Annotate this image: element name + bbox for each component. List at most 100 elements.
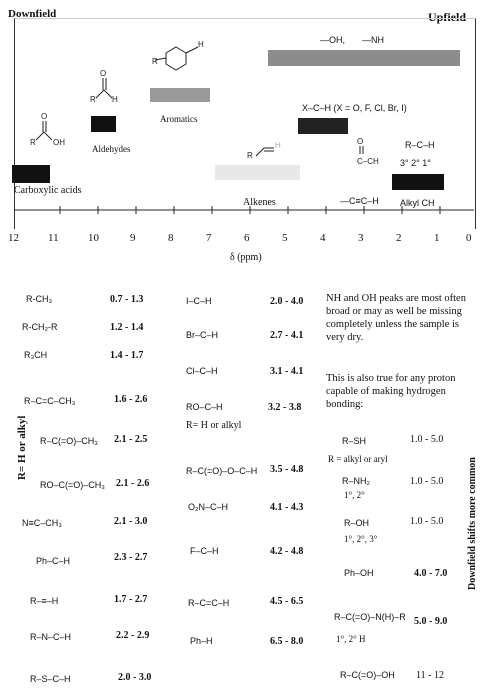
aromatics-label: Aromatics — [160, 114, 198, 124]
c1-range-5: 2.1 - 2.6 — [116, 478, 150, 489]
c1-range-0: 0.7 - 1.3 — [110, 294, 144, 305]
c1-group-0: R-CH₃ — [26, 294, 53, 304]
c2-range-2: 3.1 - 4.1 — [270, 366, 304, 377]
c2-group-2: Cl–C–H — [186, 366, 218, 376]
svg-text:R: R — [90, 95, 96, 104]
c1-range-4: 2.1 - 2.5 — [114, 434, 148, 445]
xch-label: X–C–H (X = O, F, Cl, Br, I) — [302, 103, 407, 113]
c2-range-3: 3.2 - 3.8 — [268, 402, 302, 413]
alkyl-bar — [392, 174, 444, 190]
c1-group-6: N≡C–CH₃ — [22, 518, 62, 528]
c2-note: R= H or alkyl — [186, 420, 242, 431]
tick-4: 4 — [320, 232, 326, 244]
c1-range-9: 2.2 - 2.9 — [116, 630, 150, 641]
svg-text:O: O — [41, 112, 47, 121]
c1-group-4: R–C(=O)–CH₃ — [40, 436, 98, 446]
c3-range-4: 5.0 - 9.0 — [414, 616, 448, 627]
c1-group-10: R–S–C–H — [30, 674, 71, 684]
c3-group-3: Ph–OH — [344, 568, 374, 578]
tick-3: 3 — [358, 232, 364, 244]
tick-11: 11 — [48, 232, 59, 244]
c1-group-3: R–C=C–CH₃ — [24, 396, 76, 406]
c2-group-6: F–C–H — [190, 546, 219, 556]
c3-range-5: 11 - 12 — [416, 670, 444, 681]
aldehydes-bar — [91, 116, 116, 132]
c3-group-4: R–C(=O)–N(H)–R — [334, 612, 406, 622]
upfield-title: Upfield — [427, 10, 466, 24]
xch-bar — [298, 118, 348, 134]
svg-text:R: R — [247, 151, 253, 160]
c2-range-4: 3.5 - 4.8 — [270, 464, 304, 475]
c3-group-5: R–C(=O)–OH — [340, 670, 395, 680]
c1-range-6: 2.1 - 3.0 — [114, 516, 148, 527]
tick-2: 2 — [396, 232, 402, 244]
note-hbond: This is also true for any proton capable… — [326, 373, 456, 410]
c1-range-7: 2.3 - 2.7 — [114, 552, 148, 563]
c2-range-5: 4.1 - 4.3 — [270, 502, 304, 513]
svg-text:O: O — [357, 137, 363, 146]
svg-text:R: R — [30, 138, 36, 147]
carboxylic-bar — [12, 165, 50, 183]
c2-range-6: 4.2 - 4.8 — [270, 546, 304, 557]
chart-frame — [14, 18, 476, 229]
c1-group-9: R–N–C–H — [30, 632, 72, 642]
downfield-title: Downfield — [8, 8, 57, 20]
c1-group-8: R–≡–H — [30, 596, 59, 606]
tick-7: 7 — [206, 232, 212, 244]
c2-group-1: Br–C–H — [186, 330, 219, 340]
tick-8: 8 — [168, 232, 174, 244]
c1-range-10: 2.0 - 3.0 — [118, 672, 152, 683]
chart-structures: R H R H O R OH O R H O C–CH — [14, 40, 474, 214]
c2-group-3: RO–C–H — [186, 402, 223, 412]
c2-range-0: 2.0 - 4.0 — [270, 296, 304, 307]
tick-0: 0 — [466, 232, 472, 244]
c1-group-5: RO–C(=O)–CH₃ — [40, 480, 105, 490]
tick-1: 1 — [434, 232, 440, 244]
alkyne-label: —C≡C–H — [340, 196, 379, 206]
c3-sub-0: R = alkyl or aryl — [328, 454, 388, 464]
downfield-shifts-label: Downfield shifts more common — [467, 457, 478, 590]
c1-group-7: Ph–C–H — [36, 556, 71, 566]
oh-label: —OH, — [320, 35, 346, 45]
alkyl-degrees: 3° 2° 1° — [400, 158, 431, 168]
oh-nh-bar — [268, 50, 460, 66]
c3-group-0: R–SH — [342, 436, 367, 446]
c1-group-2: R₃CH — [24, 350, 48, 360]
nh-label: —NH — [362, 35, 384, 45]
carboxylic-label: Carboxylic acids — [14, 185, 82, 196]
svg-text:O: O — [100, 69, 106, 78]
c2-group-0: I–C–H — [186, 296, 212, 306]
alkenes-bar — [215, 165, 300, 180]
c2-group-4: R–C(=O)–O–C–H — [186, 466, 258, 476]
c1-range-3: 1.6 - 2.6 — [114, 394, 148, 405]
c3-range-2: 1.0 - 5.0 — [410, 516, 444, 527]
note-nh-oh: NH and OH peaks are most often broad or … — [326, 293, 466, 343]
c3-range-1: 1.0 - 5.0 — [410, 476, 444, 487]
c3-range-3: 4.0 - 7.0 — [414, 568, 448, 579]
tick-10: 10 — [88, 232, 99, 244]
c3-group-1: R–NH₂ — [342, 476, 370, 486]
c1-range-2: 1.4 - 1.7 — [110, 350, 144, 361]
tick-12: 12 — [8, 232, 19, 244]
svg-text:R: R — [152, 57, 158, 66]
c2-group-7: R–C=C–H — [188, 598, 230, 608]
alkenes-label: Alkenes — [243, 197, 276, 208]
aromatics-bar — [150, 88, 210, 102]
c2-group-5: O₂N–C–H — [188, 502, 229, 512]
svg-text:H: H — [275, 141, 281, 150]
c3-group-2: R–OH — [344, 518, 370, 528]
c1-range-1: 1.2 - 1.4 — [110, 322, 144, 333]
c2-range-1: 2.7 - 4.1 — [270, 330, 304, 341]
svg-text:C–CH: C–CH — [357, 157, 379, 166]
svg-text:H: H — [112, 95, 118, 104]
axis-label: δ (ppm) — [230, 252, 262, 263]
c1-range-8: 1.7 - 2.7 — [114, 594, 148, 605]
svg-text:OH: OH — [53, 138, 65, 147]
c2-range-7: 4.5 - 6.5 — [270, 596, 304, 607]
svg-text:H: H — [198, 40, 204, 49]
c3-range-0: 1.0 - 5.0 — [410, 434, 444, 445]
rch-label: R–C–H — [405, 140, 435, 150]
tick-5: 5 — [282, 232, 288, 244]
c1-group-1: R-CH₂-R — [22, 322, 58, 332]
c2-group-8: Ph–H — [190, 636, 213, 646]
